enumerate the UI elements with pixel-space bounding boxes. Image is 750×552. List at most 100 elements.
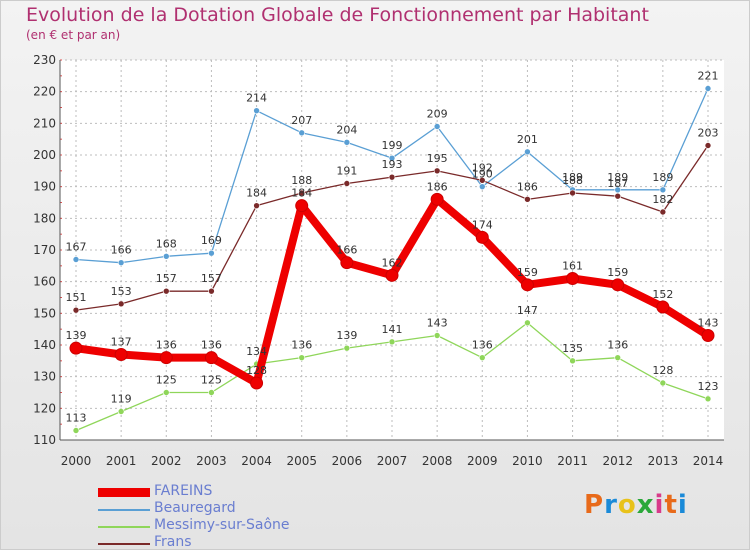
data-point-beauregard (659, 186, 667, 194)
data-point-fareins (114, 348, 128, 361)
legend-label: FAREINS (154, 483, 213, 499)
y-tick-label: 210 (33, 116, 56, 130)
data-label-frans: 151 (66, 291, 87, 304)
data-label-frans: 188 (562, 174, 583, 187)
data-label-fareins: 184 (291, 187, 312, 200)
data-point-frans (343, 180, 351, 187)
data-label-beauregard: 201 (517, 133, 538, 146)
data-point-frans (478, 177, 486, 184)
data-label-frans: 182 (652, 193, 673, 206)
data-label-frans: 192 (472, 161, 493, 174)
y-tick-label: 170 (33, 243, 56, 257)
data-point-messimy-sur-sa-ne (162, 389, 170, 396)
y-tick-label: 160 (33, 275, 56, 289)
x-tick-label: 2014 (693, 454, 724, 468)
data-label-beauregard: 190 (472, 168, 493, 181)
data-label-messimy-sur-sa-ne: 143 (427, 317, 448, 330)
y-tick-label: 110 (33, 433, 56, 447)
y-tick-label: 120 (33, 401, 56, 415)
logo-letter: o (617, 490, 637, 520)
x-tick-label: 2010 (512, 454, 543, 468)
y-tick-label: 190 (33, 180, 56, 194)
data-label-fareins: 159 (607, 266, 628, 279)
data-point-frans (388, 173, 396, 181)
data-point-messimy-sur-sa-ne (614, 354, 622, 361)
data-point-beauregard (388, 154, 396, 162)
data-point-messimy-sur-sa-ne (117, 408, 125, 415)
legend-swatch (98, 542, 150, 545)
data-label-fareins: 159 (517, 266, 538, 279)
proxiti-logo: Proxiti (584, 490, 688, 520)
y-tick-label: 180 (33, 211, 56, 225)
chart-subtitle: (en € et par an) (26, 28, 121, 42)
x-tick-label: 2009 (467, 454, 498, 468)
data-point-beauregard (117, 259, 125, 266)
data-point-frans (614, 192, 622, 200)
data-point-frans (569, 189, 576, 197)
data-label-frans: 187 (607, 177, 628, 190)
data-label-messimy-sur-sa-ne: 134 (246, 345, 267, 358)
data-point-fareins (250, 376, 264, 390)
data-point-beauregard (524, 148, 531, 156)
data-label-beauregard: 169 (201, 234, 222, 247)
data-point-fareins (566, 272, 580, 285)
data-label-fareins: 152 (652, 288, 673, 301)
data-point-frans (208, 287, 215, 295)
y-tick-label: 220 (33, 85, 56, 99)
data-label-messimy-sur-sa-ne: 141 (382, 323, 403, 336)
data-point-beauregard (253, 107, 260, 114)
axes: 110 120 130 140 150 160 170 180 190 200 210 220 230 2… (33, 53, 724, 468)
data-point-beauregard (433, 123, 441, 130)
y-tick-label: 140 (33, 338, 56, 352)
x-tick-label: 2012 (602, 454, 633, 468)
data-label-beauregard: 204 (336, 123, 357, 136)
data-point-messimy-sur-sa-ne (298, 354, 306, 361)
data-label-fareins: 161 (562, 260, 583, 273)
data-point-frans (253, 202, 260, 209)
data-label-frans: 157 (156, 272, 177, 285)
data-point-messimy-sur-sa-ne (343, 344, 351, 352)
logo-letter: r (604, 490, 618, 520)
data-point-beauregard (208, 249, 215, 257)
x-tick-label: 2000 (61, 454, 92, 468)
data-label-messimy-sur-sa-ne: 136 (607, 339, 628, 352)
data-point-messimy-sur-sa-ne (208, 389, 215, 396)
data-point-beauregard (162, 253, 170, 260)
data-point-fareins (69, 341, 83, 355)
data-point-fareins (295, 199, 309, 213)
data-label-frans: 188 (291, 174, 312, 187)
data-point-frans (117, 300, 125, 308)
x-tick-label: 2001 (106, 454, 137, 468)
logo-letter: i (677, 490, 688, 520)
y-tick-label: 200 (33, 148, 56, 162)
data-label-frans: 203 (698, 127, 719, 140)
data-point-beauregard (704, 85, 712, 92)
data-label-beauregard: 166 (111, 244, 132, 257)
data-point-frans (72, 306, 80, 314)
x-tick-label: 2004 (241, 454, 272, 468)
data-point-messimy-sur-sa-ne (388, 338, 396, 346)
data-label-fareins: 136 (156, 339, 177, 352)
y-tick-label: 230 (33, 53, 56, 67)
data-label-frans: 184 (246, 187, 267, 200)
logo-letter: x (636, 490, 655, 520)
data-point-frans (162, 287, 170, 295)
chart-title: Evolution de la Dotation Globale de Fonc… (26, 4, 649, 26)
data-label-fareins: 174 (472, 218, 493, 231)
y-tick-label: 130 (33, 370, 56, 384)
legend-label: Messimy-sur-Saône (154, 517, 290, 533)
legend-swatch (98, 488, 150, 497)
data-label-messimy-sur-sa-ne: 125 (156, 374, 177, 387)
x-tick-label: 2003 (196, 454, 227, 468)
data-label-fareins: 143 (698, 317, 719, 330)
grid (60, 59, 724, 441)
x-tick-label: 2013 (648, 454, 679, 468)
data-label-fareins: 139 (66, 329, 87, 342)
data-label-beauregard: 207 (291, 114, 312, 127)
data-label-messimy-sur-sa-ne: 119 (111, 393, 132, 406)
data-label-fareins: 186 (427, 180, 448, 193)
data-label-messimy-sur-sa-ne: 139 (336, 329, 357, 342)
x-tick-label: 2002 (151, 454, 182, 468)
